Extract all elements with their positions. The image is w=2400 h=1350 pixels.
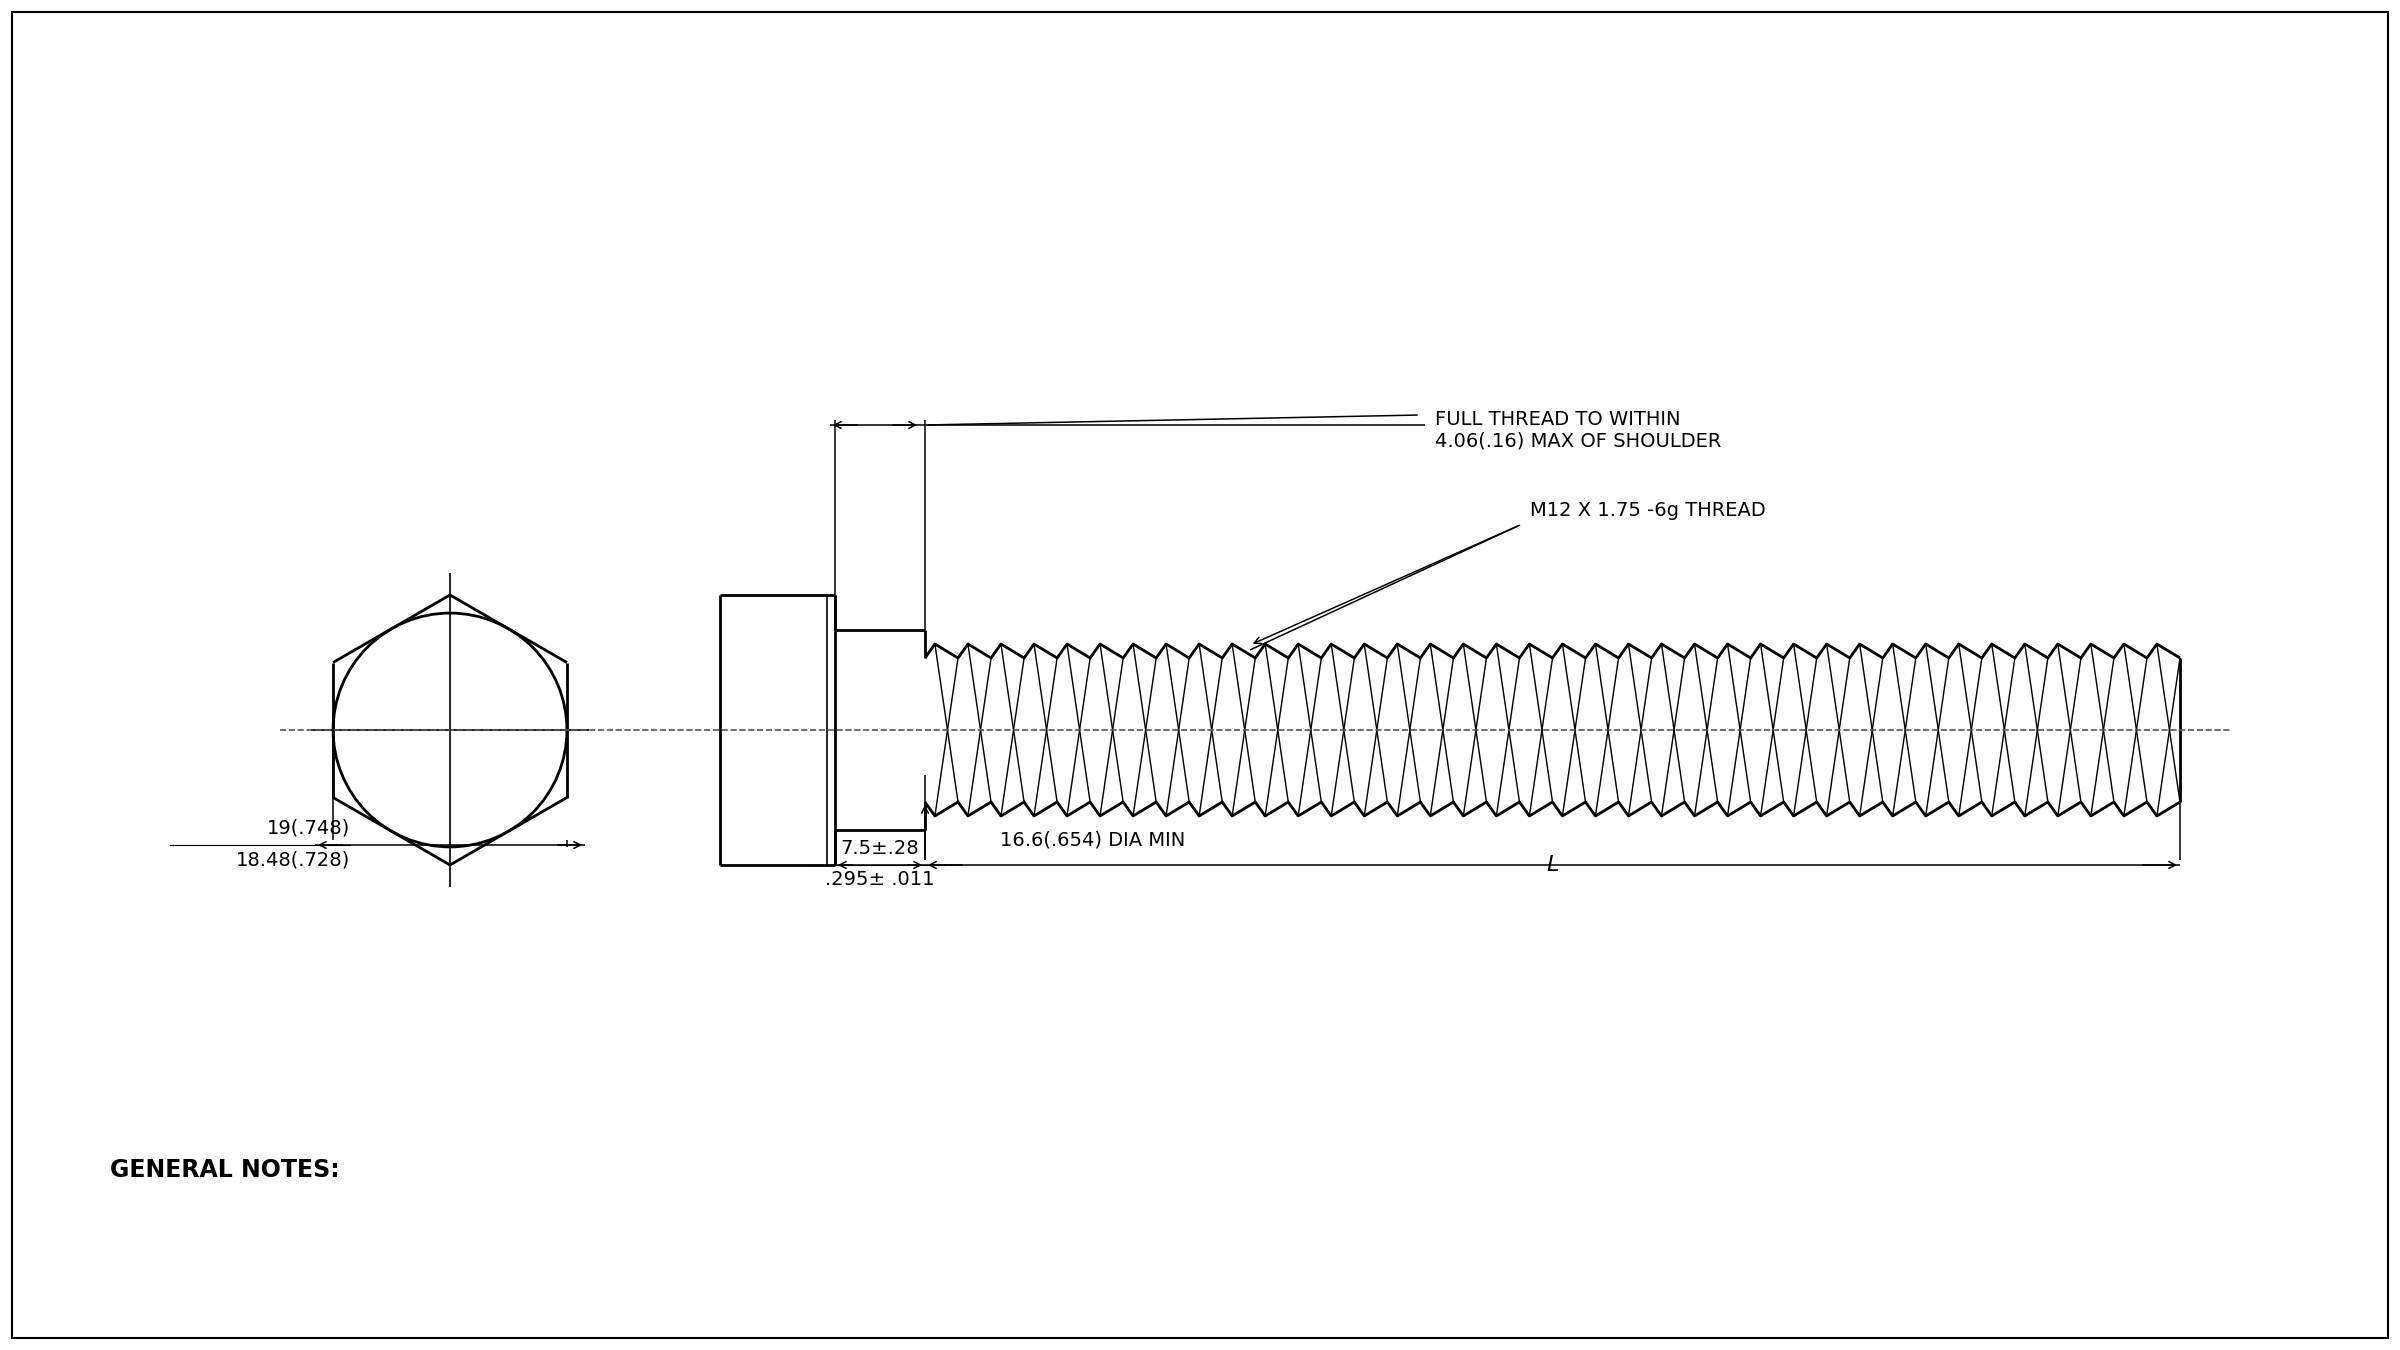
Text: M12 X 1.75 -6g THREAD: M12 X 1.75 -6g THREAD — [1531, 501, 1766, 520]
Text: 16.6(.654) DIA MIN: 16.6(.654) DIA MIN — [1001, 830, 1186, 849]
Text: FULL THREAD TO WITHIN
4.06(.16) MAX OF SHOULDER: FULL THREAD TO WITHIN 4.06(.16) MAX OF S… — [1435, 409, 1721, 451]
Text: .295± .011: .295± .011 — [826, 869, 934, 890]
Text: 7.5±.28: 7.5±.28 — [840, 838, 919, 859]
Text: L: L — [1546, 855, 1558, 875]
Text: GENERAL NOTES:: GENERAL NOTES: — [110, 1158, 341, 1183]
Text: 18.48(.728): 18.48(.728) — [235, 850, 350, 869]
Text: 19(.748): 19(.748) — [266, 819, 350, 838]
